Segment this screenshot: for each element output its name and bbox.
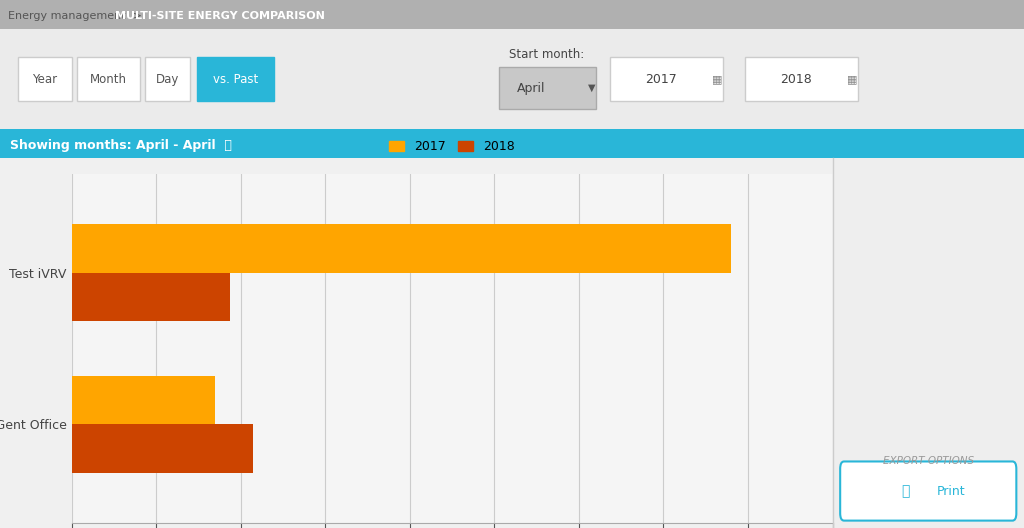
FancyBboxPatch shape — [610, 57, 723, 101]
Text: Day: Day — [157, 73, 179, 86]
Text: Print: Print — [937, 485, 966, 497]
Legend: 2017, 2018: 2017, 2018 — [384, 135, 520, 158]
Text: EXPORT OPTIONS: EXPORT OPTIONS — [883, 457, 974, 466]
Text: 2018: 2018 — [780, 73, 812, 86]
Text: Start month:: Start month: — [509, 48, 585, 61]
FancyBboxPatch shape — [18, 57, 72, 101]
Text: ▦: ▦ — [712, 74, 722, 84]
Bar — [72, 376, 215, 424]
Text: April: April — [517, 82, 546, 95]
Text: ▦: ▦ — [847, 74, 857, 84]
Bar — [72, 273, 230, 321]
Text: vs. Past: vs. Past — [213, 73, 258, 86]
FancyBboxPatch shape — [197, 57, 274, 101]
Text: ▼: ▼ — [588, 83, 596, 93]
Text: Energy management  >: Energy management > — [8, 11, 145, 21]
Text: MULTI-SITE ENERGY COMPARISON: MULTI-SITE ENERGY COMPARISON — [115, 11, 325, 21]
FancyBboxPatch shape — [840, 461, 1017, 521]
Text: ⎙: ⎙ — [901, 484, 909, 498]
FancyBboxPatch shape — [499, 67, 596, 109]
FancyBboxPatch shape — [145, 57, 190, 101]
Bar — [72, 224, 731, 273]
Text: Showing months: April - April  ⓘ: Showing months: April - April ⓘ — [10, 139, 232, 152]
Text: Year: Year — [33, 73, 57, 86]
Text: 2017: 2017 — [645, 73, 677, 86]
FancyBboxPatch shape — [745, 57, 858, 101]
Text: Month: Month — [90, 73, 127, 86]
Bar — [72, 424, 253, 473]
FancyBboxPatch shape — [77, 57, 140, 101]
